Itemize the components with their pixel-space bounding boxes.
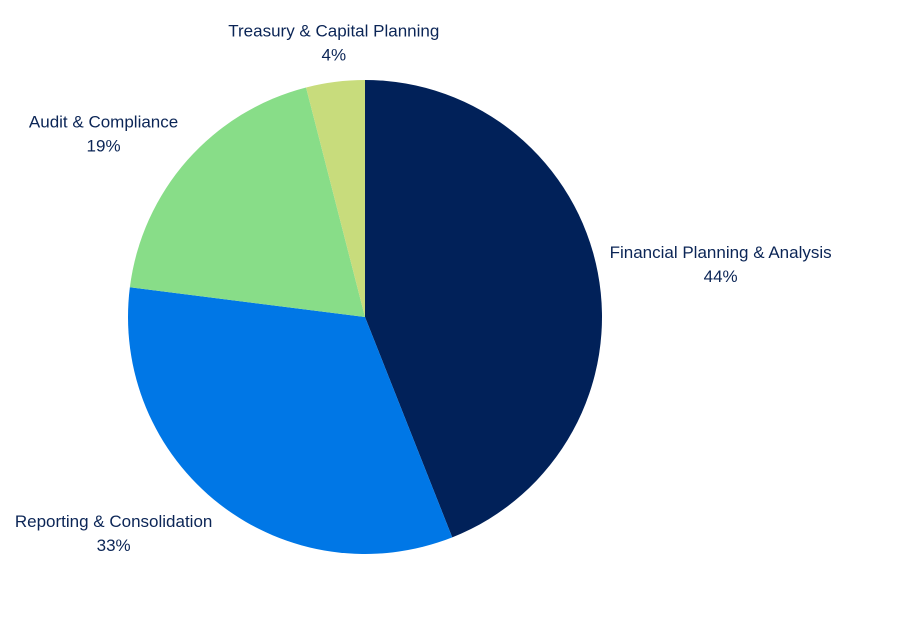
slice-label: Audit & Compliance — [29, 113, 178, 132]
slice-value-label: 4% — [322, 46, 347, 65]
slice-value-label: 19% — [87, 137, 121, 156]
slice-value-label: 44% — [704, 267, 738, 286]
slice-label: Financial Planning & Analysis — [610, 243, 832, 262]
pie-slice — [365, 80, 602, 538]
pie-slice — [306, 80, 365, 317]
slice-label: Reporting & Consolidation — [15, 512, 213, 531]
pie-slice — [127, 287, 453, 554]
slice-label: Treasury & Capital Planning — [228, 22, 439, 41]
slice-value-label: 33% — [97, 536, 131, 555]
pie-slice — [129, 87, 365, 317]
